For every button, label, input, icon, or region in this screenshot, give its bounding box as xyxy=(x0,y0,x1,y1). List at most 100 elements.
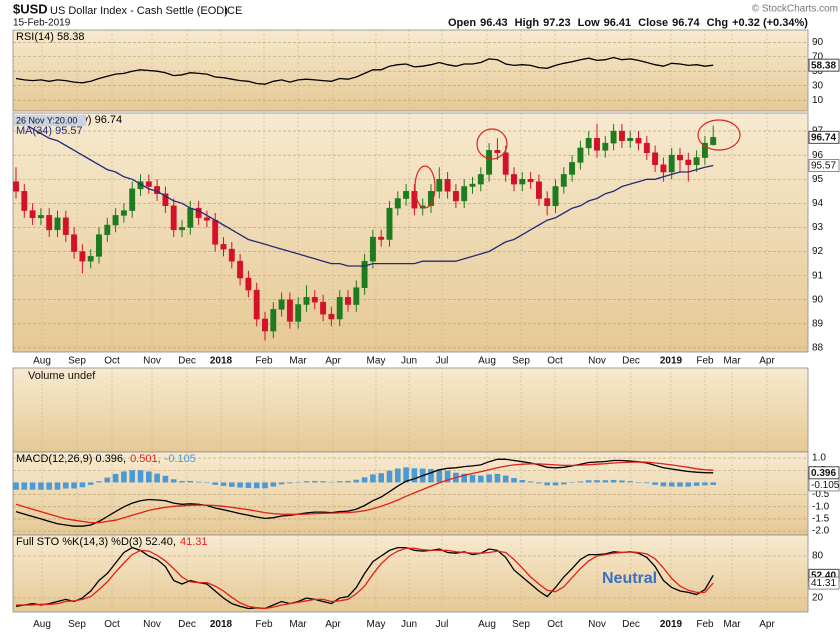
histogram-bar xyxy=(486,474,492,483)
candle-body xyxy=(635,138,642,144)
candle-body xyxy=(228,248,235,262)
candle-body xyxy=(452,191,459,202)
candle-body xyxy=(129,188,136,211)
histogram-bar xyxy=(312,480,318,483)
candle-body xyxy=(278,299,285,310)
y-tick-label: 30 xyxy=(812,80,824,91)
candle-body xyxy=(187,207,194,228)
candle-body xyxy=(195,207,202,219)
candle-body xyxy=(104,224,111,235)
histogram-bar xyxy=(552,482,559,486)
candle-body xyxy=(701,142,708,158)
candle-body xyxy=(369,236,376,262)
legend-entry: -0.105 xyxy=(165,453,196,465)
histogram-bar xyxy=(395,468,401,483)
value-badge xyxy=(808,58,840,72)
candle-body xyxy=(394,198,401,209)
x-tick-label: Aug xyxy=(478,356,496,367)
candle-body xyxy=(212,219,219,245)
candle-body xyxy=(145,181,152,187)
histogram-bar xyxy=(544,482,550,486)
y-tick-label: 93 xyxy=(812,222,824,233)
value-badge-label: 41.31 xyxy=(811,578,836,589)
x-tick-label: Nov xyxy=(588,356,606,367)
x-tick-label: 2019 xyxy=(660,619,683,630)
candle-body xyxy=(79,251,86,262)
histogram-bar xyxy=(204,482,210,483)
candle-body xyxy=(361,260,368,288)
panel xyxy=(12,112,809,353)
time-axis-strip xyxy=(13,612,808,635)
histogram-bar xyxy=(38,482,44,490)
histogram-bar xyxy=(469,474,476,483)
histogram-bar xyxy=(212,482,218,485)
histogram-bar xyxy=(668,482,675,487)
legend-entry: MA(34) 95.57 xyxy=(16,125,83,137)
candle-body xyxy=(13,181,19,192)
candle-body xyxy=(345,297,351,305)
candle-body xyxy=(710,137,717,146)
quote: Open 96.43 High 97.23 Low 96.41 Close 96.74 Chg +… xyxy=(448,17,808,29)
y-tick-label: 20 xyxy=(812,593,824,604)
y-tick-label: -1.5 xyxy=(812,514,830,525)
histogram-bar xyxy=(536,482,542,484)
candle-body xyxy=(677,154,683,161)
x-tick-label: Apr xyxy=(759,619,775,630)
candle-body xyxy=(37,215,44,219)
y-tick-label: 92 xyxy=(812,246,824,257)
candle-body xyxy=(569,162,576,175)
quote-label: Low xyxy=(578,17,600,29)
y-tick-label: 90 xyxy=(812,37,824,48)
candle-body xyxy=(652,152,659,166)
candle-body xyxy=(461,186,468,202)
candle-body xyxy=(519,179,526,185)
y-tick-label: 10 xyxy=(812,95,824,106)
histogram-bar xyxy=(428,469,434,483)
candle-body xyxy=(87,256,94,262)
highlight-circle xyxy=(697,119,741,151)
x-tick-label: Mar xyxy=(289,356,307,367)
annotations xyxy=(414,119,741,209)
histogram-bar xyxy=(610,479,617,483)
y-tick-label: -1.0 xyxy=(812,501,830,512)
candle-body xyxy=(544,198,551,207)
histogram-bar xyxy=(262,482,268,489)
y-tick-label: 95 xyxy=(812,174,824,185)
histogram-bar xyxy=(154,473,160,483)
x-tick-label: Dec xyxy=(178,356,196,367)
legend-entry: MACD(12,26,9) 0.396, xyxy=(16,453,126,465)
quote-label: Chg xyxy=(707,17,728,29)
candle-body xyxy=(170,205,177,231)
x-tick-label: 2019 xyxy=(660,356,683,367)
quote-value: 97.23 xyxy=(543,17,571,29)
x-tick-label: May xyxy=(367,619,386,630)
histogram-bar xyxy=(370,474,376,483)
candle-body xyxy=(685,159,692,166)
x-tick-label: Mar xyxy=(723,356,741,367)
indicator-line xyxy=(15,56,714,85)
x-tick-label: Oct xyxy=(104,356,120,367)
legend-entry: 0.501, xyxy=(130,453,161,465)
histogram-bar xyxy=(378,473,384,483)
candle-body xyxy=(96,234,102,257)
quote-value: +0.32 (+0.34%) xyxy=(732,17,808,29)
histogram-bar xyxy=(511,478,517,483)
candle-body xyxy=(627,138,634,141)
quote-value: 96.74 xyxy=(672,17,700,29)
candle-body xyxy=(527,179,534,182)
credit: © StockCharts.com xyxy=(752,4,838,15)
candle-body xyxy=(660,164,667,173)
time-axis-strip xyxy=(13,352,808,368)
candle-body xyxy=(303,297,310,305)
candle-body xyxy=(552,186,559,207)
histogram-bar xyxy=(87,482,94,485)
histogram-bar xyxy=(461,473,467,483)
candle-body xyxy=(353,287,360,305)
y-tick-label: 88 xyxy=(812,343,824,354)
x-tick-label: Oct xyxy=(547,356,563,367)
histogram-bar xyxy=(386,470,393,483)
histogram-bar xyxy=(585,480,592,483)
x-tick-label: May xyxy=(367,356,386,367)
candle-body xyxy=(112,215,119,226)
candle-body xyxy=(320,301,327,315)
